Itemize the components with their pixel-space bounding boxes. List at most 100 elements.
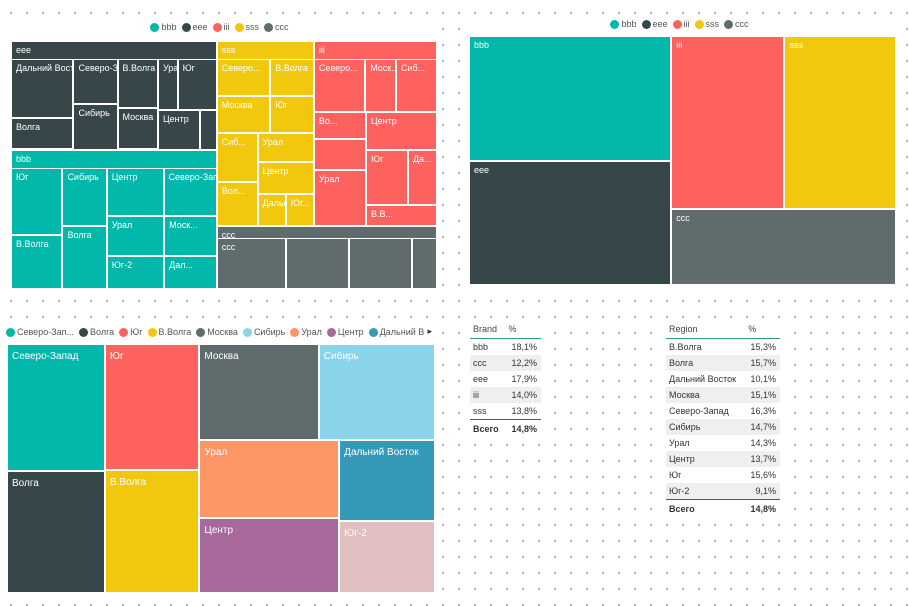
tile-в-волга[interactable]: В.Волга: [117, 59, 158, 109]
legend-item-дальний-в[interactable]: Дальний В...: [368, 327, 432, 337]
tile-во[interactable]: Во...: [313, 111, 366, 140]
tile-в-волга[interactable]: В.Волга: [270, 59, 314, 97]
legend-item-iii[interactable]: iii: [212, 22, 230, 32]
tile-iii[interactable]: iii: [671, 36, 785, 210]
tile-unlabeled[interactable]: [199, 109, 217, 150]
tile-юг[interactable]: Юг: [270, 96, 314, 134]
table-row[interactable]: eee 17,9%: [470, 371, 541, 387]
table-row[interactable]: Дальний Восток 10,1%: [666, 371, 780, 387]
table-row[interactable]: Москва 15,1%: [666, 387, 780, 403]
tile-москва[interactable]: Москва: [216, 96, 271, 134]
treemap-group-header[interactable]: sss: [216, 41, 314, 59]
tile-центр[interactable]: Центр: [106, 167, 164, 217]
tile-sss[interactable]: sss: [784, 36, 896, 210]
table-row[interactable]: ccc 12,2%: [470, 355, 541, 371]
tile-урал[interactable]: Урал: [199, 440, 340, 519]
tile-северо-запад[interactable]: Северо-Запад: [163, 167, 217, 217]
tile-дальний-восток[interactable]: Дальний Восток: [11, 59, 74, 118]
tile-юг[interactable]: Юг...: [285, 193, 314, 226]
tile-ccc[interactable]: ccc: [216, 238, 286, 289]
tile-дал[interactable]: Дал...: [164, 256, 217, 289]
legend-item-юг[interactable]: Юг: [119, 327, 143, 337]
tile-bbb[interactable]: bbb: [469, 36, 672, 162]
legend-item-москва[interactable]: Москва: [196, 327, 238, 337]
legend-item-iii[interactable]: iii: [672, 19, 690, 29]
tile-unlabeled[interactable]: [285, 238, 349, 289]
treemap-group-header[interactable]: eee: [11, 41, 217, 59]
tile-unlabeled[interactable]: [313, 139, 366, 171]
tile-ccc[interactable]: ccc: [671, 209, 896, 285]
tile-юг-2[interactable]: Юг-2: [106, 255, 165, 289]
treemap-group-header[interactable]: bbb: [11, 149, 217, 168]
tile-северо[interactable]: Северо...: [313, 59, 366, 112]
legend-item-волга[interactable]: Волга: [79, 327, 114, 337]
legend-item-bbb[interactable]: bbb: [610, 19, 637, 29]
table-row[interactable]: Сибирь 14,7%: [666, 419, 780, 435]
table-row[interactable]: Волга 15,7%: [666, 355, 780, 371]
tile-юг-2[interactable]: Юг-2: [339, 520, 435, 593]
tile-северо-запад[interactable]: Северо-Запад: [7, 344, 105, 471]
tile-в-в[interactable]: В.В...: [365, 205, 437, 226]
legend-item-sss[interactable]: sss: [694, 19, 719, 29]
tile-моск[interactable]: Моск...: [365, 59, 396, 112]
tile-юг[interactable]: Юг: [177, 59, 217, 110]
legend-item-ccc[interactable]: ccc: [724, 19, 749, 29]
tile-москва[interactable]: Москва: [199, 344, 319, 441]
tile-сибирь[interactable]: Сибирь: [318, 344, 435, 441]
treemap-group-header[interactable]: iii: [313, 41, 437, 59]
legend-item-eee[interactable]: eee: [641, 19, 668, 29]
legend-item-sss[interactable]: sss: [234, 22, 259, 32]
tile-северо-запад[interactable]: Северо-Запад: [73, 59, 118, 105]
tile-юг[interactable]: Юг: [365, 149, 408, 206]
table-row[interactable]: bbb 18,1%: [470, 339, 541, 356]
table-row[interactable]: В.Волга 15,3%: [666, 339, 780, 356]
tile-юг[interactable]: Юг: [104, 344, 200, 470]
column-header-percent[interactable]: %: [745, 321, 780, 339]
table-row[interactable]: Юг-2 9,1%: [666, 483, 780, 500]
tile-дальний-во[interactable]: Дальний Во...: [257, 193, 286, 226]
table-row[interactable]: Юг 15,6%: [666, 467, 780, 483]
tile-да[interactable]: Да...: [407, 149, 437, 206]
legend-next-arrow-icon[interactable]: ▸: [425, 326, 432, 337]
tile-дальний-восток[interactable]: Дальний Восток: [339, 440, 435, 521]
tile-волга[interactable]: Волга: [7, 470, 105, 593]
tile-центр[interactable]: Центр: [157, 109, 200, 150]
tile-урал[interactable]: Урал: [106, 216, 165, 256]
legend-item-сибирь[interactable]: Сибирь: [242, 327, 285, 337]
legend-item-eee[interactable]: eee: [181, 22, 208, 32]
tile-центр[interactable]: Центр: [257, 161, 314, 194]
tile-unlabeled[interactable]: [411, 238, 437, 289]
tile-волга[interactable]: Волга: [11, 117, 74, 150]
tile-eee[interactable]: eee: [469, 161, 672, 285]
legend-item-урал[interactable]: Урал: [290, 327, 322, 337]
tile-центр[interactable]: Центр: [365, 111, 437, 150]
table-row[interactable]: Северо-Запад 16,3%: [666, 403, 780, 419]
tile-москва[interactable]: Москва: [117, 108, 158, 150]
tile-моск[interactable]: Моск...: [164, 216, 217, 256]
table-row[interactable]: sss 13,8%: [470, 403, 541, 420]
table-row[interactable]: Урал 14,3%: [666, 435, 780, 451]
legend-item-ccc[interactable]: ccc: [264, 22, 289, 32]
column-header-percent[interactable]: %: [505, 321, 541, 339]
tile-unlabeled[interactable]: [348, 238, 412, 289]
tile-вол[interactable]: Вол...: [216, 181, 258, 226]
legend-item-центр[interactable]: Центр: [326, 327, 364, 337]
tile-сибирь[interactable]: Сибирь: [62, 167, 107, 227]
column-header-brand[interactable]: Brand: [470, 321, 506, 339]
tile-в-волга[interactable]: В.Волга: [11, 235, 63, 289]
tile-центр[interactable]: Центр: [199, 518, 340, 593]
tile-урал[interactable]: Урал: [157, 59, 178, 110]
tile-сиб[interactable]: Сиб...: [395, 59, 437, 112]
tile-урал[interactable]: Урал: [313, 170, 366, 226]
tile-сиб[interactable]: Сиб...: [216, 133, 258, 182]
tile-в-волга[interactable]: В.Волга: [104, 469, 200, 593]
column-header-region[interactable]: Region: [666, 321, 746, 339]
table-row[interactable]: Центр 13,7%: [666, 451, 780, 467]
tile-волга[interactable]: Волга: [62, 226, 107, 289]
treemap-group-header[interactable]: ccc: [216, 225, 437, 239]
tile-урал[interactable]: Урал: [257, 133, 314, 162]
legend-item-северо-зап[interactable]: Северо-Зап...: [6, 327, 74, 337]
tile-сибирь[interactable]: Сибирь: [73, 104, 118, 150]
legend-item-в-волга[interactable]: В.Волга: [147, 327, 191, 337]
table-row[interactable]: iii 14,0%: [470, 387, 541, 403]
